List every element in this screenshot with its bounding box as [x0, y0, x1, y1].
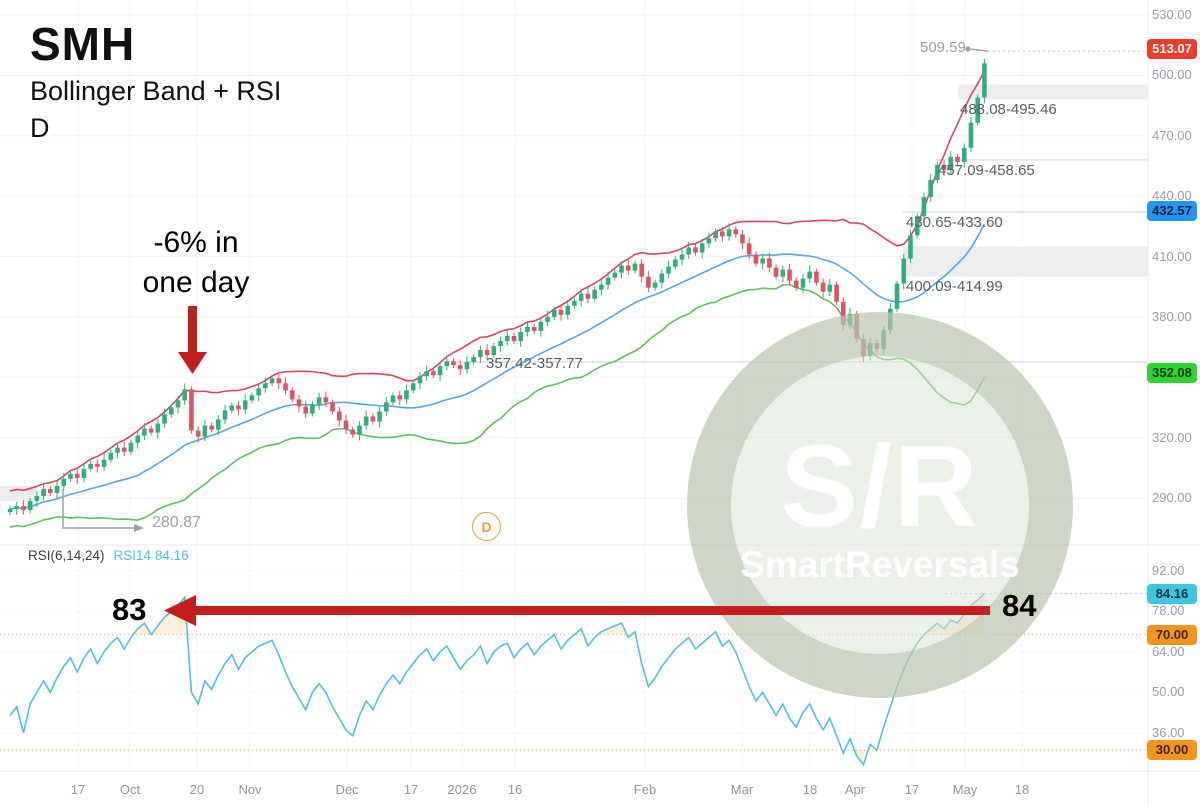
band-start-bracket [62, 489, 134, 529]
rsi-oversold-fill [842, 750, 877, 765]
rsi-red-arrow-shaft [196, 606, 990, 615]
bb-basis-line [9, 223, 986, 510]
bb-upper-line [9, 70, 986, 492]
candlesticks [7, 58, 987, 516]
bb-lower-line [9, 283, 986, 528]
watermark-logo: S/R [780, 420, 980, 551]
bollinger-bands [9, 70, 986, 528]
high-marker-dot [965, 46, 971, 52]
drop-arrow-shaft [188, 306, 197, 353]
support-resistance-levels [0, 84, 1148, 501]
drop-arrow-head [178, 352, 207, 374]
rsi-red-arrow-head [164, 595, 196, 626]
watermark-brand: SmartReversals [740, 543, 1020, 585]
